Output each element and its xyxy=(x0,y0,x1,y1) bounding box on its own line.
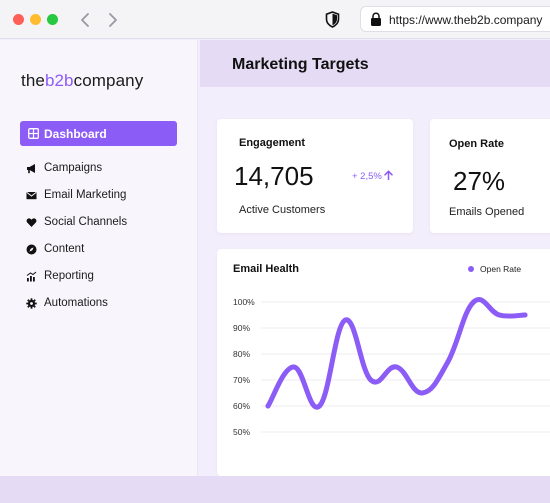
maximize-window-button[interactable] xyxy=(47,14,58,25)
logo-part-the: the xyxy=(21,71,45,90)
sidebar-item-reporting[interactable]: Reporting xyxy=(26,268,176,286)
sidebar-item-content[interactable]: Content xyxy=(26,241,176,259)
data-point xyxy=(496,312,502,318)
shield-icon[interactable] xyxy=(325,11,340,28)
open-rate-line xyxy=(265,297,528,410)
engagement-value: 14,705 xyxy=(234,161,314,191)
engagement-label: Active Customers xyxy=(239,204,326,216)
forward-arrow-icon[interactable] xyxy=(104,11,120,29)
engagement-title: Engagement xyxy=(239,137,306,149)
sidebar-item-automations[interactable]: Automations xyxy=(26,295,176,313)
sidebar-item-label: Automations xyxy=(44,297,108,309)
sidebar: theb2bcompany Dashboard Campaigns Email … xyxy=(0,40,198,476)
minimize-window-button[interactable] xyxy=(30,14,41,25)
megaphone-icon xyxy=(27,164,35,174)
dashboard-icon xyxy=(28,128,39,139)
data-point xyxy=(342,317,348,323)
page-title: Marketing Targets xyxy=(232,56,369,73)
browser-toolbar: https://www.theb2b.company xyxy=(0,0,550,39)
sidebar-item-dashboard[interactable]: Dashboard xyxy=(20,121,177,146)
sidebar-item-label: Reporting xyxy=(44,270,94,282)
open-rate-value: 27% xyxy=(453,166,506,196)
logo-part-company: company xyxy=(73,71,144,90)
legend-label: Open Rate xyxy=(480,264,522,274)
sidebar-item-campaigns[interactable]: Campaigns xyxy=(26,160,176,178)
data-point xyxy=(445,359,451,365)
sidebar-item-label: Email Marketing xyxy=(44,189,127,201)
sidebar-item-social-channels[interactable]: Social Channels xyxy=(26,214,176,232)
y-tick-label: 90% xyxy=(233,323,250,333)
data-point xyxy=(471,299,477,305)
lock-icon xyxy=(371,12,381,26)
data-point xyxy=(316,403,322,409)
sidebar-item-email-marketing[interactable]: Email Marketing xyxy=(26,187,176,205)
bottom-strip xyxy=(0,476,550,503)
envelope-icon xyxy=(26,192,37,200)
data-point xyxy=(265,403,271,409)
engagement-card[interactable]: Engagement 14,705 + 2,5% Active Customer… xyxy=(217,119,413,233)
page-header: Marketing Targets xyxy=(200,40,550,87)
data-point xyxy=(419,390,425,396)
open-rate-title: Open Rate xyxy=(449,138,505,150)
gear-icon xyxy=(26,298,37,309)
y-tick-label: 50% xyxy=(233,427,250,437)
email-health-title: Email Health xyxy=(233,263,300,275)
heart-icon xyxy=(26,218,37,227)
sidebar-item-label: Campaigns xyxy=(44,162,103,174)
email-health-chart: 100% 90% 80% 70% 60% 50% xyxy=(233,297,550,437)
logo-part-b2b: b2b xyxy=(44,71,74,90)
data-point xyxy=(522,312,528,318)
back-arrow-icon[interactable] xyxy=(78,11,94,29)
open-rate-label: Emails Opened xyxy=(449,206,525,218)
data-point xyxy=(394,364,399,370)
email-health-card: 100% 90% 80% 70% 60% 50% Email Health Open Ra… xyxy=(217,249,550,476)
sidebar-item-label: Dashboard xyxy=(44,127,107,141)
y-tick-label: 60% xyxy=(233,401,250,411)
url-text: https://www.theb2b.company xyxy=(389,13,543,27)
y-tick-label: 100% xyxy=(233,297,255,307)
sidebar-item-label: Social Channels xyxy=(44,216,128,228)
close-window-button[interactable] xyxy=(13,14,24,25)
y-tick-label: 70% xyxy=(233,375,250,385)
engagement-change-text: + 2,5% xyxy=(352,171,382,182)
open-rate-card[interactable]: Open Rate 27% Emails Opened xyxy=(430,119,550,233)
legend-marker xyxy=(468,266,474,272)
chart-icon xyxy=(26,271,37,282)
data-point xyxy=(291,364,297,370)
address-bar[interactable]: https://www.theb2b.company xyxy=(360,6,550,32)
arrow-up-icon xyxy=(384,170,393,180)
engagement-change: + 2,5% xyxy=(352,170,393,182)
logo[interactable]: theb2bcompany xyxy=(21,71,143,91)
data-point xyxy=(368,377,374,383)
compass-icon xyxy=(26,244,37,255)
sidebar-item-label: Content xyxy=(44,243,85,255)
y-tick-label: 80% xyxy=(233,349,250,359)
